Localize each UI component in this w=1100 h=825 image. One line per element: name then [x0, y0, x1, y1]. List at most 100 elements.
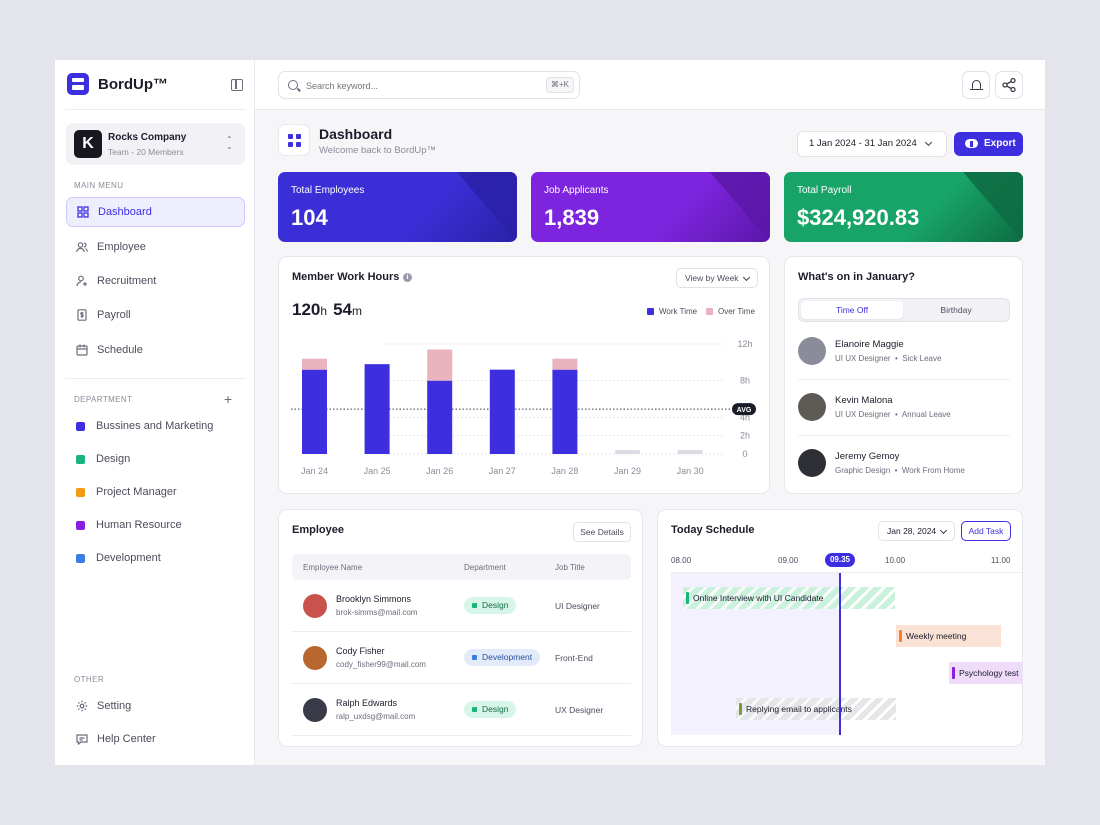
department-badge: Design: [464, 701, 517, 718]
export-button[interactable]: Export: [954, 132, 1023, 156]
person-item[interactable]: Kevin Malona UI UX Designer • Annual Lea…: [798, 391, 1010, 447]
employee-card: Employee See Details Employee Name Depar…: [278, 509, 643, 747]
stat-card-decoration: [963, 172, 1023, 242]
date-range-picker[interactable]: 1 Jan 2024 - 31 Jan 2024: [797, 131, 947, 157]
sidebar-collapse-icon[interactable]: [231, 79, 243, 91]
x-tick-label: Jan 26: [426, 466, 453, 476]
sidebar-item-schedule[interactable]: Schedule: [66, 335, 245, 365]
person-item[interactable]: Jeremy Gemoy Graphic Design • Work From …: [798, 447, 1010, 503]
schedule-event[interactable]: Psychology test: [949, 662, 1022, 684]
department-item-project-manager[interactable]: Project Manager: [76, 486, 177, 498]
stat-label: Total Employees: [291, 185, 365, 196]
cloud-upload-icon: [965, 139, 978, 148]
sidebar-item-dashboard[interactable]: Dashboard: [66, 197, 245, 227]
average-label: AVG: [737, 407, 752, 414]
department-item-human-resource[interactable]: Human Resource: [76, 519, 182, 531]
schedule-event[interactable]: Weekly meeting: [896, 625, 1001, 647]
search-input[interactable]: [306, 78, 536, 94]
view-by-week-dropdown[interactable]: View by Week: [676, 268, 758, 288]
person-item[interactable]: Elanoire Maggie UI UX Designer • Sick Le…: [798, 335, 1010, 391]
sidebar-item-payroll[interactable]: Payroll: [66, 300, 245, 330]
y-tick-label: 4h: [740, 412, 750, 422]
tab-birthday[interactable]: Birthday: [940, 305, 972, 315]
schedule-event[interactable]: Replying email to applicants: [736, 698, 896, 720]
badge-label: Design: [482, 704, 509, 714]
january-tabs: Time Off Birthday: [798, 298, 1010, 322]
sidebar-item-help-center[interactable]: Help Center: [66, 724, 245, 754]
other-title: OTHER: [74, 675, 104, 684]
legend-label: Over Time: [718, 307, 755, 316]
gear-icon: [76, 700, 88, 712]
stat-label: Total Payroll: [797, 185, 852, 196]
employee-title: Employee: [292, 524, 344, 536]
department-item-design[interactable]: Design: [76, 453, 130, 465]
x-tick-label: Jan 25: [364, 466, 391, 476]
work-hours-title: Member Work Hours: [292, 271, 400, 283]
table-row[interactable]: Ralph Edwards ralp_uxdsg@mail.com Design…: [292, 684, 631, 736]
schedule-date-value: Jan 28, 2024: [887, 526, 937, 536]
bar-over-time: [302, 358, 327, 370]
sidebar-item-label: Schedule: [97, 344, 143, 356]
work-hours-card: Member Work Hours i View by Week 120h 54m…: [278, 256, 770, 494]
schedule-event[interactable]: Online Interview with UI Candidate: [683, 587, 895, 609]
share-button[interactable]: [995, 71, 1023, 99]
employee-name: Cody Fisher: [336, 646, 385, 656]
job-title: UX Designer: [555, 705, 604, 715]
bell-icon: [970, 80, 983, 91]
sidebar-item-employee[interactable]: Employee: [66, 232, 245, 262]
schedule-date-picker[interactable]: Jan 28, 2024: [878, 521, 955, 541]
search-box[interactable]: ⌘+K: [278, 71, 580, 99]
tab-time-off[interactable]: Time Off: [801, 301, 903, 319]
department-badge: Development: [464, 649, 541, 666]
employee-name: Brooklyn Simmons: [336, 594, 412, 604]
avatar: [798, 449, 826, 477]
sidebar-item-label: Recruitment: [97, 275, 157, 287]
department-item-business[interactable]: Bussines and Marketing: [76, 420, 213, 432]
sidebar-item-recruitment[interactable]: Recruitment: [66, 266, 245, 296]
add-task-button[interactable]: Add Task: [961, 521, 1011, 541]
brand-logo-icon: [67, 73, 89, 95]
department-label: Project Manager: [96, 486, 177, 498]
time-label: 10.00: [885, 556, 906, 565]
sidebar-item-setting[interactable]: Setting: [66, 691, 245, 721]
see-details-button[interactable]: See Details: [573, 522, 631, 542]
view-by-week-label: View by Week: [685, 273, 739, 283]
export-button-label: Export: [984, 138, 1016, 149]
department-item-development[interactable]: Development: [76, 552, 161, 564]
stat-card-total-payroll[interactable]: Total Payroll $324,920.83: [784, 172, 1023, 242]
legend-swatch: [706, 308, 713, 315]
stat-card-job-applicants[interactable]: Job Applicants 1,839: [531, 172, 770, 242]
event-label: Online Interview with UI Candidate: [693, 593, 824, 603]
employee-email: ralp_uxdsg@mail.com: [336, 712, 416, 721]
y-tick-label: 8h: [740, 376, 750, 386]
brand-name: BordUp™: [98, 75, 168, 93]
divider: [798, 435, 1010, 436]
department-label: Design: [96, 453, 131, 465]
page-title: Dashboard: [319, 126, 393, 142]
table-row[interactable]: Brooklyn Simmons brok-simms@mail.com Des…: [292, 580, 631, 632]
company-name: Rocks Company: [108, 132, 187, 143]
company-switcher[interactable]: K Rocks Company Team - 20 Members ⌃ ⌄: [66, 123, 245, 165]
table-row[interactable]: Cody Fisher cody_fisher99@mail.com Devel…: [292, 632, 631, 684]
notification-button[interactable]: [962, 71, 990, 99]
hours-unit: h: [320, 304, 328, 318]
badge-label: Development: [482, 652, 533, 662]
info-icon[interactable]: i: [403, 273, 412, 282]
current-time-line: [839, 573, 841, 735]
employee-email: brok-simms@mail.com: [336, 608, 418, 617]
department-title: DEPARTMENT: [74, 395, 133, 404]
stat-card-total-employees[interactable]: Total Employees 104: [278, 172, 517, 242]
add-department-plus-icon[interactable]: +: [224, 391, 233, 407]
minutes-unit: m: [351, 304, 362, 318]
x-tick-label: Jan 24: [301, 466, 328, 476]
department-color-dot: [76, 487, 85, 497]
chevron-down-icon: [939, 526, 948, 535]
brand-logo[interactable]: BordUp™: [67, 73, 168, 95]
person-name: Elanoire Maggie: [835, 339, 904, 350]
event-label: Weekly meeting: [906, 631, 967, 641]
person-note: Work From Home: [901, 466, 965, 475]
app-window: BordUp™ K Rocks Company Team - 20 Member…: [55, 60, 1045, 765]
person-role: Graphic Design • Work From Home: [835, 466, 965, 475]
department-label: Development: [96, 552, 161, 564]
current-time-badge: 09.35: [825, 553, 855, 567]
